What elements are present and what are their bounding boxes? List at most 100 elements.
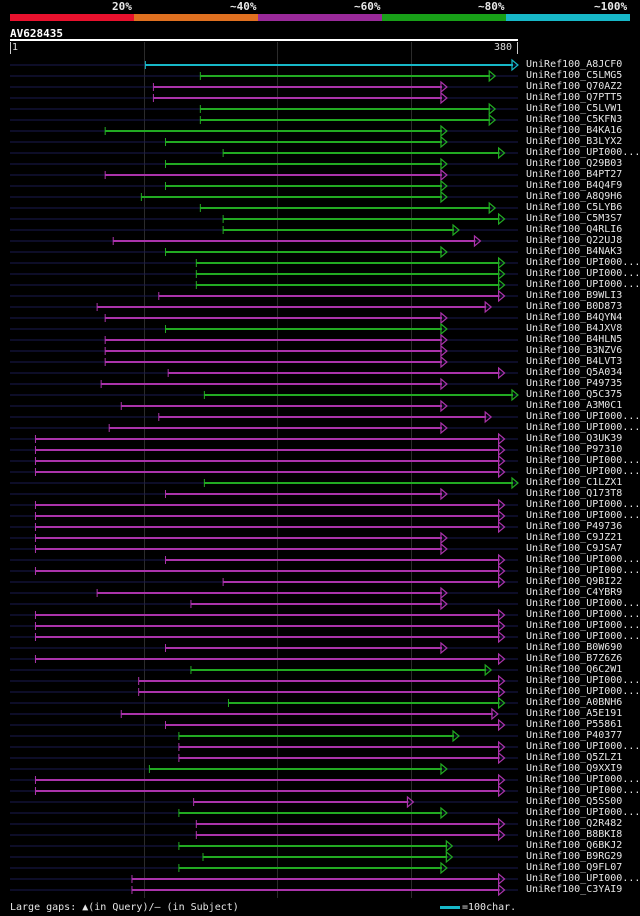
hit-arrowhead (488, 201, 497, 215)
hit-label[interactable]: UniRef100_B4PT27 (526, 169, 623, 180)
hit-label[interactable]: UniRef100_C4YBR9 (526, 587, 623, 598)
hit-arrowhead (440, 355, 448, 369)
hit-arrowhead (440, 421, 448, 435)
hit-label[interactable]: UniRef100_B4QYN4 (526, 312, 623, 323)
hit-label[interactable]: UniRef100_A8JCF0 (526, 59, 623, 70)
hit-label[interactable]: UniRef100_UPI000... (526, 554, 640, 565)
hit-label[interactable]: UniRef100_C9JZ21 (526, 532, 623, 543)
hit-label[interactable]: UniRef100_UPI000... (526, 598, 640, 609)
hit-label[interactable]: UniRef100_P40377 (526, 730, 623, 741)
hit-label[interactable]: UniRef100_UPI000... (526, 675, 640, 686)
hit-arrowhead (440, 531, 448, 545)
hit-label[interactable]: UniRef100_Q70AZ2 (526, 81, 623, 92)
hit-label[interactable]: UniRef100_P55861 (526, 719, 623, 730)
hit-label[interactable]: UniRef100_B4NAK3 (526, 246, 623, 257)
hit-label[interactable]: UniRef100_UPI000... (526, 741, 640, 752)
hit-arrowhead (440, 179, 448, 193)
hit-label[interactable]: UniRef100_C5M3S7 (526, 213, 623, 224)
hit-label[interactable]: UniRef100_Q7PTT5 (526, 92, 623, 103)
hit-label[interactable]: UniRef100_Q173T8 (526, 488, 623, 499)
hit-label[interactable]: UniRef100_UPI000... (526, 631, 640, 642)
hit-label[interactable]: UniRef100_Q3UK39 (526, 433, 623, 444)
hit-label[interactable]: UniRef100_P97310 (526, 444, 623, 455)
hit-label[interactable]: UniRef100_UPI000... (526, 268, 640, 279)
hit-label[interactable]: UniRef100_UPI000... (526, 774, 640, 785)
hit-arrowhead (440, 806, 448, 820)
hit-label[interactable]: UniRef100_C5LYB6 (526, 202, 623, 213)
hit-label[interactable]: UniRef100_UPI000... (526, 620, 640, 631)
hit-label[interactable]: UniRef100_Q9FL07 (526, 862, 623, 873)
hit-arrowhead (440, 377, 448, 391)
hit-label[interactable]: UniRef100_Q4RLI6 (526, 224, 623, 235)
hit-label[interactable]: UniRef100_C5KFN3 (526, 114, 623, 125)
hit-label[interactable]: UniRef100_B4KA16 (526, 125, 623, 136)
hit-label[interactable]: UniRef100_UPI000... (526, 466, 640, 477)
hit-label[interactable]: UniRef100_B4JXV8 (526, 323, 623, 334)
hit-label[interactable]: UniRef100_A5E191 (526, 708, 623, 719)
hit-label[interactable]: UniRef100_Q22UJ8 (526, 235, 623, 246)
ruler-start-label: 1 (12, 42, 19, 53)
hit-arrowhead (497, 366, 506, 380)
hit-label[interactable]: UniRef100_C9JSA7 (526, 543, 623, 554)
hit-arrowhead (497, 509, 506, 523)
hit-label[interactable]: UniRef100_Q5SS00 (526, 796, 623, 807)
hit-label[interactable]: UniRef100_UPI000... (526, 411, 640, 422)
hit-arrowhead (497, 872, 506, 886)
hit-label[interactable]: UniRef100_Q5ZLZ1 (526, 752, 623, 763)
hit-label[interactable]: UniRef100_B7Z6Z6 (526, 653, 623, 664)
hit-label[interactable]: UniRef100_C5LMG5 (526, 70, 623, 81)
hit-label[interactable]: UniRef100_Q6C2W1 (526, 664, 623, 675)
hit-label[interactable]: UniRef100_UPI000... (526, 455, 640, 466)
hit-label[interactable]: UniRef100_Q6BKJ2 (526, 840, 623, 851)
hit-arrowhead (440, 762, 448, 776)
hit-arrowhead (440, 487, 448, 501)
hit-label[interactable]: UniRef100_Q5A034 (526, 367, 623, 378)
hit-label[interactable]: UniRef100_UPI000... (526, 785, 640, 796)
hit-label[interactable]: UniRef100_Q29B03 (526, 158, 623, 169)
hit-label[interactable]: UniRef100_B4LVT3 (526, 356, 623, 367)
hit-label[interactable]: UniRef100_Q2R482 (526, 818, 623, 829)
hit-label[interactable]: UniRef100_C5LVW1 (526, 103, 623, 114)
hit-label[interactable]: UniRef100_B8BKI8 (526, 829, 623, 840)
hit-label[interactable]: UniRef100_UPI000... (526, 873, 640, 884)
hit-label[interactable]: UniRef100_UPI000... (526, 147, 640, 158)
hit-arrowhead (488, 113, 497, 127)
hit-label[interactable]: UniRef100_C3YAI9 (526, 884, 623, 895)
hit-label[interactable]: UniRef100_B4HLN5 (526, 334, 623, 345)
hit-label[interactable]: UniRef100_C1LZX1 (526, 477, 623, 488)
hit-label[interactable]: UniRef100_UPI000... (526, 565, 640, 576)
hit-label[interactable]: UniRef100_B4Q4F9 (526, 180, 623, 191)
hit-label[interactable]: UniRef100_UPI000... (526, 499, 640, 510)
hit-label[interactable]: UniRef100_A0BNH6 (526, 697, 623, 708)
hit-label[interactable]: UniRef100_UPI000... (526, 510, 640, 521)
grid-line (411, 42, 412, 898)
hit-label[interactable]: UniRef100_B3NZV6 (526, 345, 623, 356)
scale-legend-text: =100char. (462, 902, 517, 913)
hit-label[interactable]: UniRef100_B3LYX2 (526, 136, 623, 147)
hit-arrowhead (440, 333, 448, 347)
hit-label[interactable]: UniRef100_P49736 (526, 521, 623, 532)
hit-label[interactable]: UniRef100_B0W690 (526, 642, 623, 653)
hit-label[interactable]: UniRef100_UPI000... (526, 686, 640, 697)
hit-arrowhead (497, 443, 506, 457)
scale-segment-60 (258, 14, 382, 21)
hit-label[interactable]: UniRef100_A3M0C1 (526, 400, 623, 411)
hit-label[interactable]: UniRef100_UPI000... (526, 807, 640, 818)
hit-label[interactable]: UniRef100_Q9XXI9 (526, 763, 623, 774)
hit-label[interactable]: UniRef100_UPI000... (526, 609, 640, 620)
hit-label[interactable]: UniRef100_UPI000... (526, 257, 640, 268)
hit-arrowhead (497, 828, 506, 842)
hit-label[interactable]: UniRef100_B9RG29 (526, 851, 623, 862)
hit-label[interactable]: UniRef100_Q9BI22 (526, 576, 623, 587)
hit-label[interactable]: UniRef100_A8Q9H6 (526, 191, 623, 202)
hit-label[interactable]: UniRef100_B0D873 (526, 301, 623, 312)
hit-label[interactable]: UniRef100_Q5C375 (526, 389, 623, 400)
hit-arrowhead (497, 520, 506, 534)
hit-arrowhead (440, 124, 448, 138)
hit-label[interactable]: UniRef100_P49735 (526, 378, 623, 389)
hit-label[interactable]: UniRef100_B9WLI3 (526, 290, 623, 301)
hit-arrowhead (440, 91, 448, 105)
hit-label[interactable]: UniRef100_UPI000... (526, 279, 640, 290)
hit-label[interactable]: UniRef100_UPI000... (526, 422, 640, 433)
hit-arrowhead (497, 278, 506, 292)
